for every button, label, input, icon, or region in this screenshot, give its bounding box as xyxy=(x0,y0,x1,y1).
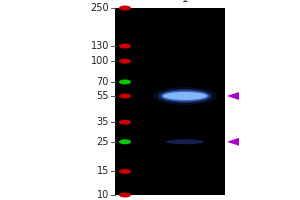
Text: 25: 25 xyxy=(97,137,109,147)
Ellipse shape xyxy=(119,93,131,98)
Bar xyxy=(115,8,225,195)
Text: 70: 70 xyxy=(97,77,109,87)
Ellipse shape xyxy=(119,169,131,174)
Ellipse shape xyxy=(119,139,131,144)
Ellipse shape xyxy=(163,92,207,100)
Ellipse shape xyxy=(166,139,204,144)
Text: 130: 130 xyxy=(91,41,109,51)
Text: kDa: kDa xyxy=(90,0,109,2)
Ellipse shape xyxy=(119,192,131,198)
Text: 55: 55 xyxy=(97,91,109,101)
Ellipse shape xyxy=(119,120,131,125)
Text: 250: 250 xyxy=(90,3,109,13)
Text: 1: 1 xyxy=(182,0,188,4)
Ellipse shape xyxy=(119,43,131,48)
Text: 10: 10 xyxy=(97,190,109,200)
Ellipse shape xyxy=(153,87,217,105)
Text: 15: 15 xyxy=(97,166,109,176)
Ellipse shape xyxy=(158,89,212,103)
Ellipse shape xyxy=(119,59,131,64)
Polygon shape xyxy=(227,138,239,146)
Ellipse shape xyxy=(119,5,131,10)
Polygon shape xyxy=(227,92,239,100)
Ellipse shape xyxy=(161,90,209,101)
Text: 35: 35 xyxy=(97,117,109,127)
Text: 100: 100 xyxy=(91,56,109,66)
Ellipse shape xyxy=(119,79,131,84)
